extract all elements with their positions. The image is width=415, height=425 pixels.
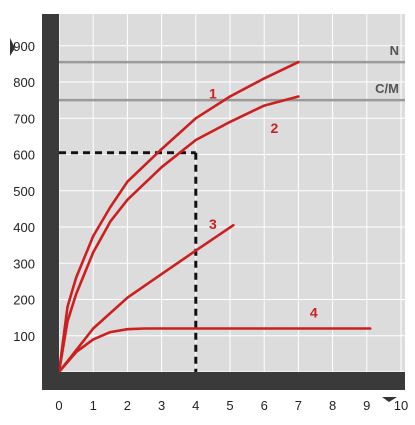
x-tick-label-1: 1 bbox=[90, 398, 97, 413]
y-tick-label-300: 300 bbox=[13, 256, 35, 271]
y-tick-labels: 100 200 300 400 500 600 700 800 900 bbox=[13, 39, 35, 344]
x-axis-band bbox=[42, 372, 405, 390]
axes bbox=[10, 14, 405, 402]
x-axis-arrow-icon bbox=[382, 397, 397, 402]
series-line-3 bbox=[57, 223, 235, 374]
x-tick-label-9: 9 bbox=[363, 398, 370, 413]
x-tick-label-4: 4 bbox=[192, 398, 199, 413]
y-tick-label-600: 600 bbox=[13, 148, 35, 163]
y-tick-label-400: 400 bbox=[13, 220, 35, 235]
y-tick-label-200: 200 bbox=[13, 293, 35, 308]
series-label-1: 1 bbox=[209, 85, 217, 101]
x-tick-label-7: 7 bbox=[295, 398, 302, 413]
grid bbox=[58, 14, 405, 373]
x-tick-label-0: 0 bbox=[55, 398, 62, 413]
x-tick-label-3: 3 bbox=[158, 398, 165, 413]
series-label-3: 3 bbox=[209, 216, 217, 232]
curve-labels: 1 2 3 4 bbox=[209, 85, 318, 320]
x-tick-label-6: 6 bbox=[261, 398, 268, 413]
series-line-4 bbox=[57, 327, 372, 374]
x-tick-label-10: 10 bbox=[394, 398, 408, 413]
y-tick-label-800: 800 bbox=[13, 75, 35, 90]
series-label-2: 2 bbox=[271, 120, 279, 136]
y-tick-label-900: 900 bbox=[13, 39, 35, 54]
y-axis-arrow-icon bbox=[10, 38, 15, 56]
series-label-4: 4 bbox=[310, 305, 318, 321]
y-tick-label-100: 100 bbox=[13, 329, 35, 344]
y-tick-label-700: 700 bbox=[13, 111, 35, 126]
series-line-1 bbox=[57, 60, 300, 374]
y-tick-label-500: 500 bbox=[13, 184, 35, 199]
y-axis-band bbox=[42, 14, 59, 390]
x-tick-label-5: 5 bbox=[226, 398, 233, 413]
plot-background bbox=[42, 14, 405, 390]
x-tick-label-8: 8 bbox=[329, 398, 336, 413]
series-line-2 bbox=[57, 95, 300, 374]
guide-lines bbox=[59, 151, 198, 390]
reference-label-1: C/M bbox=[375, 81, 399, 96]
x-tick-labels: 0 1 2 3 4 5 6 7 8 9 10 bbox=[55, 398, 408, 413]
series-group bbox=[57, 60, 372, 374]
reference-label-0: N bbox=[390, 43, 399, 58]
x-tick-label-2: 2 bbox=[124, 398, 131, 413]
reference-lines: N C/M bbox=[59, 43, 405, 102]
